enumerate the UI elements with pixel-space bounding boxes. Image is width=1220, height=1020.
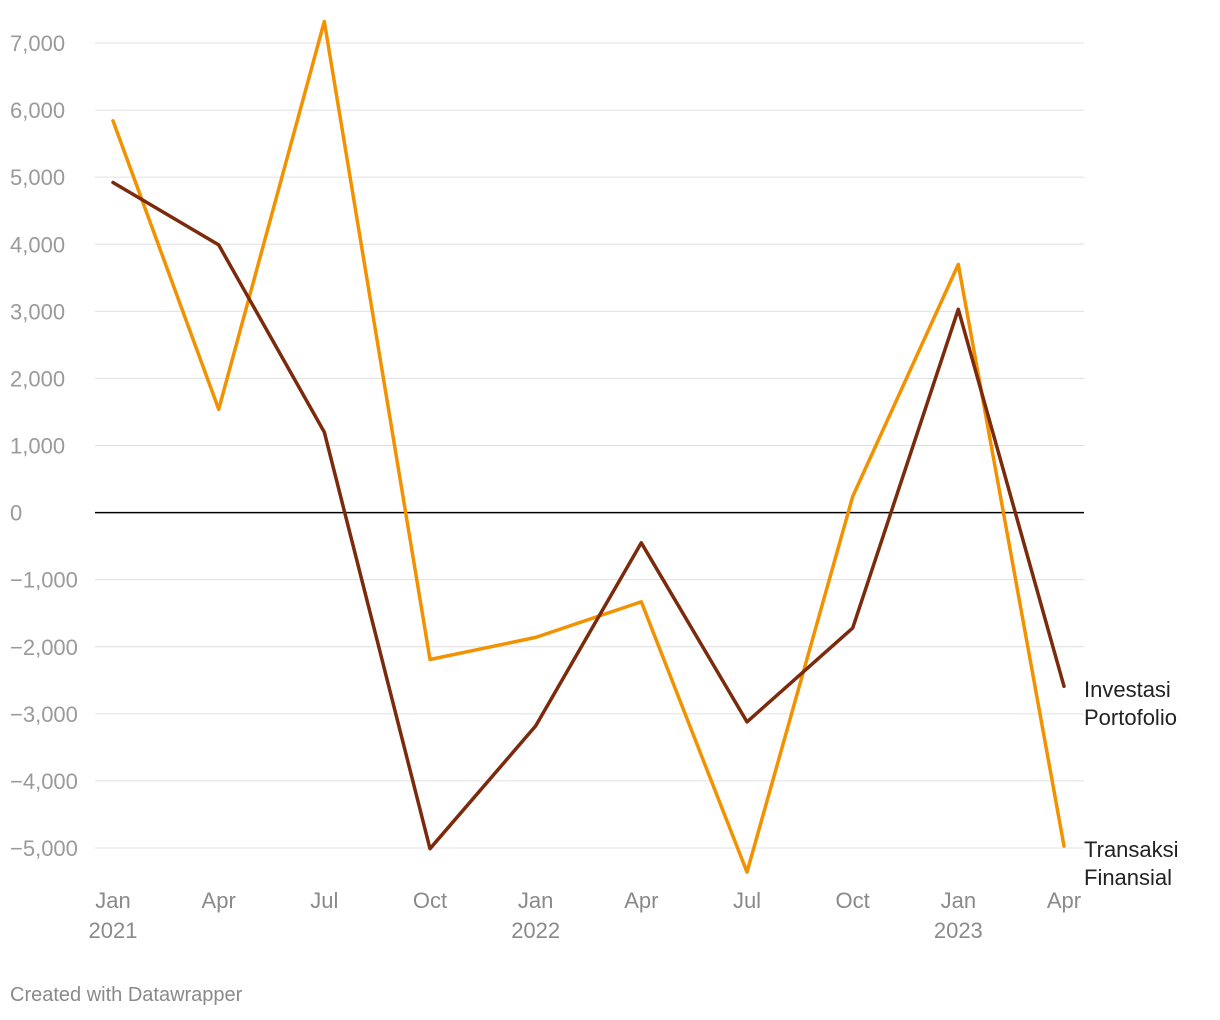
series-lines xyxy=(111,19,1066,874)
x-tick-year-label: 2022 xyxy=(511,918,560,943)
y-tick-label: 7,000 xyxy=(10,31,65,56)
x-tick-label: Jul xyxy=(310,888,338,913)
series-label: Transaksi xyxy=(1084,837,1179,862)
x-tick-label: Apr xyxy=(624,888,658,913)
y-tick-label: 5,000 xyxy=(10,165,65,190)
y-tick-label: 2,000 xyxy=(10,366,65,391)
y-tick-label: 3,000 xyxy=(10,299,65,324)
x-tick-label: Jan xyxy=(95,888,130,913)
series-line xyxy=(111,19,1066,874)
x-tick-year-label: 2023 xyxy=(934,918,983,943)
x-tick-label: Oct xyxy=(413,888,447,913)
y-tick-label: 4,000 xyxy=(10,232,65,257)
y-tick-label: −5,000 xyxy=(10,836,78,861)
x-tick-year-label: 2021 xyxy=(89,918,138,943)
y-tick-label: 6,000 xyxy=(10,98,65,123)
gridlines xyxy=(95,42,1084,849)
x-tick-label: Jul xyxy=(733,888,761,913)
series-label: Finansial xyxy=(1084,865,1172,890)
series-line xyxy=(111,180,1066,851)
footer-credit: Created with Datawrapper xyxy=(10,984,243,1006)
x-tick-label: Apr xyxy=(202,888,236,913)
line-chart: 7,000 6,000 5,000 4,000 3,000 2,000 1,000 0 −1,0… xyxy=(10,19,1179,943)
x-tick-label: Oct xyxy=(836,888,870,913)
x-axis-ticks: Jan 2021 Apr Jul Oct Jan 2022 Apr Jul Oct Jan 2023 A… xyxy=(89,888,1082,943)
x-tick-label: Jan xyxy=(941,888,976,913)
x-tick-label: Jan xyxy=(518,888,553,913)
y-axis-ticks: 7,000 6,000 5,000 4,000 3,000 2,000 1,000 0 −1,0… xyxy=(10,31,78,861)
y-tick-label: −3,000 xyxy=(10,702,78,727)
y-tick-label: −4,000 xyxy=(10,769,78,794)
x-tick-label: Apr xyxy=(1047,888,1081,913)
y-tick-label: 1,000 xyxy=(10,434,65,459)
series-label: Investasi xyxy=(1084,677,1171,702)
series-labels: Investasi Portofolio Transaksi Finansial xyxy=(1084,677,1179,890)
y-tick-label: 0 xyxy=(10,501,22,526)
series-label: Portofolio xyxy=(1084,705,1177,730)
y-tick-label: −2,000 xyxy=(10,635,78,660)
y-tick-label: −1,000 xyxy=(10,568,78,593)
